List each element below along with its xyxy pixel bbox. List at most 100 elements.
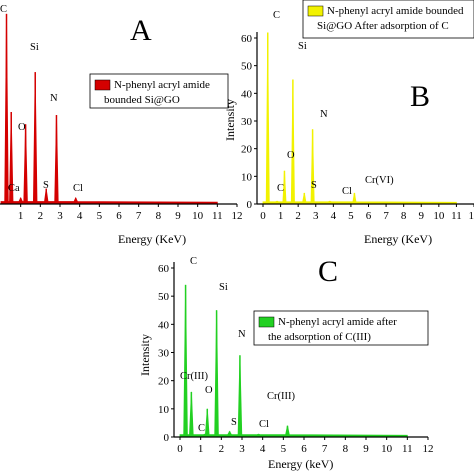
spectrum-area [0,13,218,205]
x-tick-label: 0 [177,443,183,455]
peak-label: O [205,385,213,396]
y-tick-label: 50 [158,291,170,303]
y-tick-label: 50 [241,61,253,73]
x-tick-label: 4 [331,210,337,222]
y-tick-label: 30 [241,116,253,128]
y-tick-label: 0 [164,432,170,444]
legend: N-phenyl acryl amide bounded Si@GO [89,73,229,109]
legend-entry: Si@GO After adsorption of C [317,20,449,32]
x-tick-label: 4 [77,210,83,222]
x-tick-label: 1 [198,443,204,455]
legend-entry: N-phenyl acryl amide [114,79,210,91]
panel-letter: C [318,255,338,288]
y-tick-label: 10 [158,404,170,416]
peak-label: C [190,256,197,267]
peak-label: S [43,180,49,191]
peak-label: C [277,183,284,194]
x-tick-label: 3 [57,210,63,222]
x-tick-label: 5 [281,443,287,455]
x-tick-label: 7 [136,210,142,222]
peak-label: S [231,417,237,428]
spectrum-series-c [179,284,408,438]
peak-label: Si [219,282,228,293]
peak-label: O [18,122,26,133]
y-axis-label: Intensity [223,99,237,141]
x-axis-label: Energy (KeV) [364,232,432,246]
peak-label-cropped: C [0,4,7,15]
legend-entry: N-phenyl acryl amide bounded [327,5,464,17]
y-tick-label: 0 [247,199,253,211]
spectrum-area [179,284,408,438]
x-tick-label: 9 [363,443,369,455]
legend-swatch [307,5,324,17]
peak-label: Cr(VI) [365,175,394,186]
peak-label: N [320,109,328,120]
peak-label: C [273,10,280,21]
legend-entry: the adsorption of C(III) [268,331,371,343]
peak-label: N [50,93,58,104]
legend: N-phenyl acryl amide bounded Si@GO After … [302,0,474,39]
x-axis-label: Energy (KeV) [118,232,186,246]
x-tick-label: 5 [348,210,354,222]
x-tick-label: 0 [260,210,266,222]
legend-swatch [258,316,275,328]
x-tick-label: 10 [381,443,393,455]
x-tick-label: 8 [156,210,162,222]
peak-label: O [287,150,295,161]
x-tick-label: 8 [343,443,349,455]
x-tick-label: 11 [451,210,462,222]
y-axis-label: Intensity [138,334,152,376]
peak-label: N [238,329,246,340]
peak-label: Cl [259,419,269,430]
x-tick-label: 3 [313,210,319,222]
x-tick-label: 10 [192,210,204,222]
peak-label: Cl [73,183,83,194]
y-tick-label: 30 [158,348,170,360]
spectrum-series-a [0,13,218,205]
legend-swatch [94,79,111,91]
x-tick-label: 4 [260,443,266,455]
x-tick-label: 12 [423,443,434,455]
peak-label: Cr(III) [267,391,295,402]
x-tick-label: 12 [469,210,474,222]
panel-letter: B [410,80,430,113]
peak-label: Cr(III) [180,371,208,382]
legend-box [89,73,229,109]
spectrum-series-b [262,32,457,205]
x-tick-label: 5 [97,210,103,222]
y-tick-label: 40 [241,88,253,100]
x-tick-label: 11 [402,443,413,455]
x-tick-label: 2 [295,210,301,222]
peak-label: Cl [342,186,352,197]
x-tick-label: 7 [383,210,389,222]
x-tick-label: 1 [18,210,24,222]
x-tick-label: 1 [278,210,284,222]
x-tick-label: 6 [301,443,307,455]
y-tick-label: 60 [241,33,253,45]
x-tick-label: 9 [419,210,425,222]
panel-letter: A [130,14,152,47]
peak-label: C [198,423,205,434]
x-tick-label: 6 [366,210,372,222]
legend-box [253,310,429,346]
legend-box [302,0,474,39]
peak-label: Si [298,41,307,52]
legend-entry: bounded Si@GO [104,94,180,106]
x-tick-label: 12 [232,210,243,222]
x-tick-label: 6 [116,210,122,222]
x-tick-label: 7 [322,443,328,455]
y-tick-label: 10 [241,171,253,183]
peak-label: Ca [8,183,20,194]
x-tick-label: 2 [38,210,44,222]
legend: N-phenyl acryl amide after the adsorption… [253,310,429,346]
x-tick-label: 9 [175,210,181,222]
y-tick-label: 20 [241,144,253,156]
x-tick-label: 8 [401,210,407,222]
x-tick-label: 2 [219,443,225,455]
y-tick-label: 40 [158,319,170,331]
legend-entry: N-phenyl acryl amide after [278,316,397,328]
x-axis-label: Energy (keV) [268,457,333,471]
